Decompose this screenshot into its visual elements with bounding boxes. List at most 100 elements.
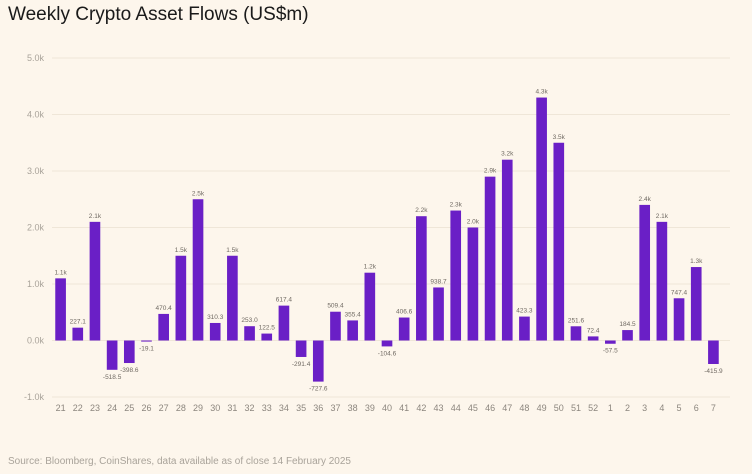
y-tick-label: 0.0k: [27, 336, 45, 346]
data-label: -415.9: [704, 368, 723, 375]
data-label: 227.1: [70, 319, 87, 326]
data-label: 2.2k: [415, 207, 428, 214]
bar: [450, 210, 462, 341]
x-tick-label: 43: [434, 403, 444, 413]
data-label: 617.4: [276, 297, 293, 304]
x-tick-label: 52: [588, 403, 598, 413]
data-label: 2.4k: [639, 196, 652, 203]
bar: [536, 97, 547, 341]
bar: [433, 287, 444, 341]
bar: [209, 322, 221, 341]
bars: [55, 97, 719, 382]
x-tick-label: 41: [399, 403, 409, 413]
x-tick-label: 44: [451, 403, 461, 413]
data-label: 2.0k: [467, 219, 480, 226]
bar: [244, 326, 255, 341]
x-tick-label: 24: [107, 403, 117, 413]
bar: [639, 204, 651, 341]
y-tick-label: -1.0k: [24, 392, 45, 402]
x-tick-label: 3: [642, 403, 647, 413]
x-tick-label: 50: [554, 403, 564, 413]
data-label: 253.0: [241, 317, 258, 324]
data-label: 747.4: [671, 289, 688, 296]
bar: [381, 340, 393, 347]
data-label: 251.6: [568, 317, 585, 324]
data-label: 72.4: [587, 327, 600, 334]
data-label: 2.3k: [450, 202, 463, 209]
data-label: 423.3: [516, 308, 533, 315]
x-tick-label: 26: [141, 403, 151, 413]
bar: [72, 327, 84, 341]
source-note: Source: Bloomberg, CoinShares, data avai…: [8, 456, 351, 467]
data-label: 3.2k: [501, 151, 514, 158]
data-label: 355.4: [345, 311, 362, 318]
x-tick-label: 2: [625, 403, 630, 413]
x-tick-label: 27: [159, 403, 169, 413]
bar: [553, 142, 565, 341]
chart-title: Weekly Crypto Asset Flows (US$m): [8, 4, 309, 25]
bar: [605, 340, 616, 344]
y-tick-label: 4.0k: [27, 110, 45, 120]
bar: [519, 316, 530, 341]
bar: [295, 340, 307, 357]
y-tick-label: 3.0k: [27, 166, 45, 176]
bar: [106, 340, 118, 370]
data-label: 310.3: [207, 314, 224, 321]
data-label: 1.5k: [175, 247, 188, 254]
y-tick-label: 1.0k: [27, 279, 45, 289]
data-label: 2.1k: [656, 213, 669, 220]
data-labels: 1.1k 227.1 2.1k -518.5-398.6 -19.1 470.4 1.5k 2…: [54, 89, 723, 393]
x-tick-label: 28: [176, 403, 186, 413]
bar: [570, 326, 582, 341]
x-tick-label: 23: [90, 403, 100, 413]
bar: [278, 305, 290, 341]
bar: [398, 317, 410, 341]
bar: [501, 159, 513, 341]
x-tick-label: 6: [694, 403, 699, 413]
data-label: 1.2k: [364, 264, 377, 271]
y-tick-label: 2.0k: [27, 223, 45, 233]
x-tick-label: 37: [330, 403, 340, 413]
data-label: -727.6: [309, 386, 328, 393]
bar: [330, 311, 341, 341]
x-tick-label: 42: [416, 403, 426, 413]
bar: [416, 216, 427, 341]
bar: [467, 227, 479, 341]
x-tick-label: 31: [227, 403, 237, 413]
bar: [673, 298, 685, 341]
x-tick-label: 46: [485, 403, 495, 413]
data-label: 1.3k: [690, 258, 703, 265]
x-tick-label: 4: [659, 403, 664, 413]
x-tick-label: 45: [468, 403, 478, 413]
bar: [587, 336, 599, 341]
bar: [708, 340, 719, 364]
x-tick-label: 29: [193, 403, 203, 413]
x-tick-label: 7: [711, 403, 716, 413]
y-axis-ticks: -1.0k 0.0k 1.0k 2.0k 3.0k 4.0k 5.0k: [24, 53, 45, 402]
data-label: -19.1: [139, 346, 154, 353]
x-tick-label: 33: [262, 403, 272, 413]
x-tick-label: 30: [210, 403, 220, 413]
x-tick-label: 5: [677, 403, 682, 413]
x-tick-label: 32: [245, 403, 255, 413]
bar: [364, 272, 376, 341]
data-label: -398.6: [120, 367, 139, 374]
x-tick-label: 49: [537, 403, 547, 413]
x-tick-label: 40: [382, 403, 392, 413]
bar: [656, 221, 668, 341]
x-tick-label: 21: [56, 403, 66, 413]
data-label: 406.6: [396, 309, 413, 316]
data-label: -104.6: [378, 350, 397, 357]
x-tick-label: 48: [519, 403, 529, 413]
bar: [123, 340, 135, 364]
data-label: 4.3k: [535, 89, 548, 96]
data-label: 122.5: [259, 325, 276, 332]
x-tick-label: 47: [502, 403, 512, 413]
data-label: 3.5k: [553, 134, 566, 141]
bar: [227, 255, 238, 341]
bar: [192, 199, 204, 341]
bar: [312, 340, 324, 382]
x-tick-label: 25: [124, 403, 134, 413]
x-tick-label: 38: [348, 403, 358, 413]
data-label: 2.9k: [484, 168, 497, 175]
